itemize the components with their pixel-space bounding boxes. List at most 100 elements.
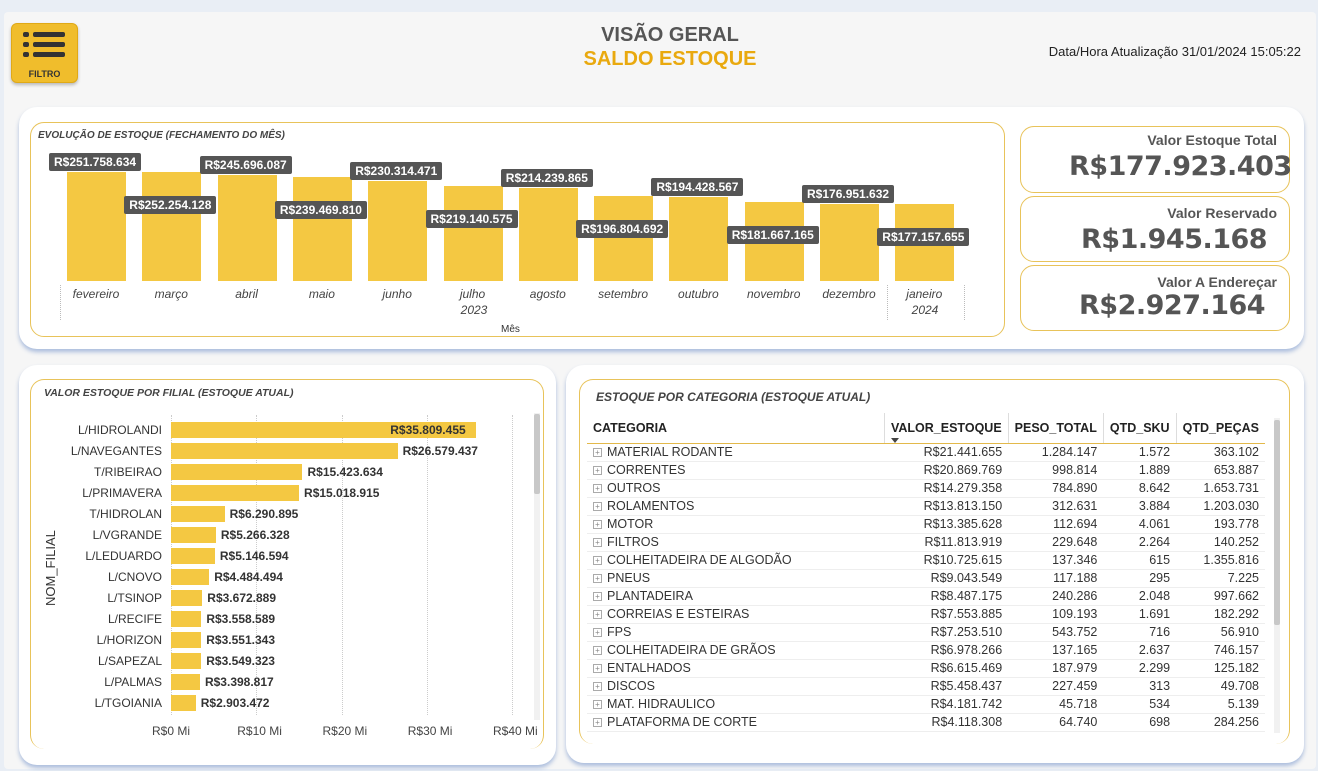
month-bar-7[interactable]: [594, 195, 654, 281]
kpi-reserved-label: Valor Reservado: [1167, 205, 1277, 221]
category-cell: + COLHEITADEIRA DE GRÃOS: [587, 641, 885, 660]
month-bar-10[interactable]: [820, 204, 879, 281]
filial-bar-5[interactable]: [171, 527, 216, 543]
month-bar-6[interactable]: [518, 188, 578, 281]
filial-bar-6[interactable]: [171, 548, 215, 564]
month-tick-label: junho: [382, 287, 412, 301]
value-cell: 45.718: [1008, 695, 1104, 714]
col-header-peso-total[interactable]: PESO_TOTAL: [1007, 413, 1104, 444]
month-bar-3[interactable]: [292, 177, 352, 281]
filial-bar-1[interactable]: [171, 443, 398, 459]
filial-scrollbar-thumb[interactable]: [534, 414, 540, 494]
expand-plus-icon[interactable]: +: [593, 664, 602, 673]
filial-bar-7[interactable]: [171, 569, 210, 585]
expand-plus-icon[interactable]: +: [593, 628, 602, 637]
table-row[interactable]: + PNEUS R$9.043.549 117.188 295 7.225: [587, 569, 1265, 588]
filial-bar-13[interactable]: [171, 695, 196, 711]
filial-category-label: L/PALMAS: [104, 675, 162, 689]
table-row[interactable]: + ROLAMENTOS R$13.813.150 312.631 3.884 1.203…: [587, 497, 1265, 516]
filial-category-label: L/VGRANDE: [92, 528, 162, 542]
col-header-valor-estoque[interactable]: VALOR_ESTOQUE: [883, 413, 1009, 444]
month-bar-4[interactable]: [368, 181, 428, 281]
col-header-qtd-pecas[interactable]: QTD_PEÇAS: [1175, 413, 1265, 444]
category-name: CORREIAS E ESTEIRAS: [607, 607, 750, 621]
expand-plus-icon[interactable]: +: [593, 556, 602, 565]
table-row[interactable]: + CORRENTES R$20.869.769 998.814 1.889 653.88…: [587, 461, 1265, 480]
table-row[interactable]: + DISCOS R$5.458.437 227.459 313 49.708: [587, 677, 1265, 696]
month-bar-5[interactable]: [443, 186, 503, 281]
table-row[interactable]: + FILTROS R$11.813.919 229.648 2.264 140.252: [587, 533, 1265, 552]
table-row[interactable]: + MOTOR R$13.385.628 112.694 4.061 193.778: [587, 515, 1265, 534]
filial-bar-2[interactable]: [171, 464, 303, 480]
value-cell: 2.637: [1103, 641, 1177, 660]
expand-plus-icon[interactable]: +: [593, 520, 602, 529]
filial-bar-12[interactable]: [171, 674, 200, 690]
filial-bar-11[interactable]: [171, 653, 202, 669]
filial-bar-0[interactable]: [171, 422, 477, 438]
expand-plus-icon[interactable]: +: [593, 574, 602, 583]
expand-plus-icon[interactable]: +: [593, 466, 602, 475]
value-cell: R$10.725.615: [884, 551, 1009, 570]
filter-button[interactable]: FILTRO: [11, 23, 78, 83]
expand-plus-icon[interactable]: +: [593, 484, 602, 493]
expand-plus-icon[interactable]: +: [593, 448, 602, 457]
month-tick-label: novembro: [747, 287, 801, 301]
expand-plus-icon[interactable]: +: [593, 718, 602, 727]
month-data-label: R$176.951.632: [802, 185, 895, 204]
col-header-qtd-sku[interactable]: QTD_SKU: [1102, 413, 1177, 444]
filial-bar-3[interactable]: [171, 485, 300, 501]
filial-bar-4[interactable]: [171, 506, 225, 522]
table-row[interactable]: + PLANTADEIRA R$8.487.175 240.286 2.048 997.6…: [587, 587, 1265, 606]
categoria-table: CATEGORIA VALOR_ESTOQUE PESO_TOTAL QTD_S…: [587, 413, 1265, 732]
value-cell: 1.355.816: [1176, 551, 1265, 570]
value-cell: 312.631: [1008, 497, 1104, 516]
table-row[interactable]: + COLHEITADEIRA DE ALGODÃO R$10.725.615 137…: [587, 551, 1265, 570]
expand-plus-icon[interactable]: +: [593, 646, 602, 655]
kpi-total-card: Valor Estoque Total R$177.923.403: [1020, 126, 1292, 193]
month-bar-8[interactable]: [669, 196, 729, 281]
category-name: FPS: [607, 625, 632, 639]
value-cell: 64.740: [1008, 713, 1104, 732]
value-cell: 2.299: [1103, 659, 1177, 678]
value-cell: 109.193: [1008, 605, 1104, 624]
sort-desc-icon[interactable]: [890, 438, 899, 443]
category-cell: + ROLAMENTOS: [587, 497, 885, 516]
filial-category-label: T/RIBEIRAO: [93, 465, 162, 479]
table-row[interactable]: + OUTROS R$14.279.358 784.890 8.642 1.653.731: [587, 479, 1265, 498]
expand-plus-icon[interactable]: +: [593, 502, 602, 511]
filial-category-label: L/PRIMAVERA: [82, 486, 162, 500]
filial-bar-8[interactable]: [171, 590, 203, 606]
expand-plus-icon[interactable]: +: [593, 682, 602, 691]
table-row[interactable]: + COLHEITADEIRA DE GRÃOS R$6.978.266 137.16…: [587, 641, 1265, 660]
expand-plus-icon[interactable]: +: [593, 538, 602, 547]
expand-plus-icon[interactable]: +: [593, 700, 602, 709]
month-bar-1[interactable]: [142, 171, 202, 281]
filial-bar-9[interactable]: [171, 611, 202, 627]
expand-plus-icon[interactable]: +: [593, 610, 602, 619]
filial-scrollbar[interactable]: [534, 413, 540, 720]
filial-bar-10[interactable]: [171, 632, 202, 648]
year-label-2023: 2023: [460, 303, 488, 317]
month-data-label: R$181.667.165: [726, 226, 819, 245]
table-row[interactable]: + PLATAFORMA DE CORTE R$4.118.308 64.740 698…: [587, 713, 1265, 732]
table-row[interactable]: + FPS R$7.253.510 543.752 716 56.910: [587, 623, 1265, 642]
value-cell: 1.203.030: [1176, 497, 1265, 516]
value-cell: R$4.181.742: [884, 695, 1009, 714]
category-name: CORRENTES: [607, 463, 686, 477]
table-row[interactable]: + MAT. HIDRAULICO R$4.181.742 45.718 534 5.13…: [587, 695, 1265, 714]
value-cell: 998.814: [1008, 461, 1104, 480]
table-row[interactable]: + ENTALHADOS R$6.615.469 187.979 2.299 125.18…: [587, 659, 1265, 678]
categoria-scrollbar-thumb[interactable]: [1274, 420, 1280, 625]
table-row[interactable]: + CORREIAS E ESTEIRAS R$7.553.885 109.193 1.…: [587, 605, 1265, 624]
table-row[interactable]: + MATERIAL RODANTE R$21.441.655 1.284.147 1.…: [587, 443, 1265, 462]
value-cell: R$7.253.510: [884, 623, 1009, 642]
col-header-categoria[interactable]: CATEGORIA: [587, 413, 885, 444]
month-bar-2[interactable]: [217, 174, 277, 281]
value-cell: 997.662: [1176, 587, 1265, 606]
value-cell: R$6.615.469: [884, 659, 1009, 678]
value-cell: 363.102: [1176, 443, 1265, 462]
expand-plus-icon[interactable]: +: [593, 592, 602, 601]
month-data-label: R$177.157.655: [877, 228, 970, 247]
value-cell: 8.642: [1103, 479, 1177, 498]
month-bar-0[interactable]: [67, 171, 126, 281]
